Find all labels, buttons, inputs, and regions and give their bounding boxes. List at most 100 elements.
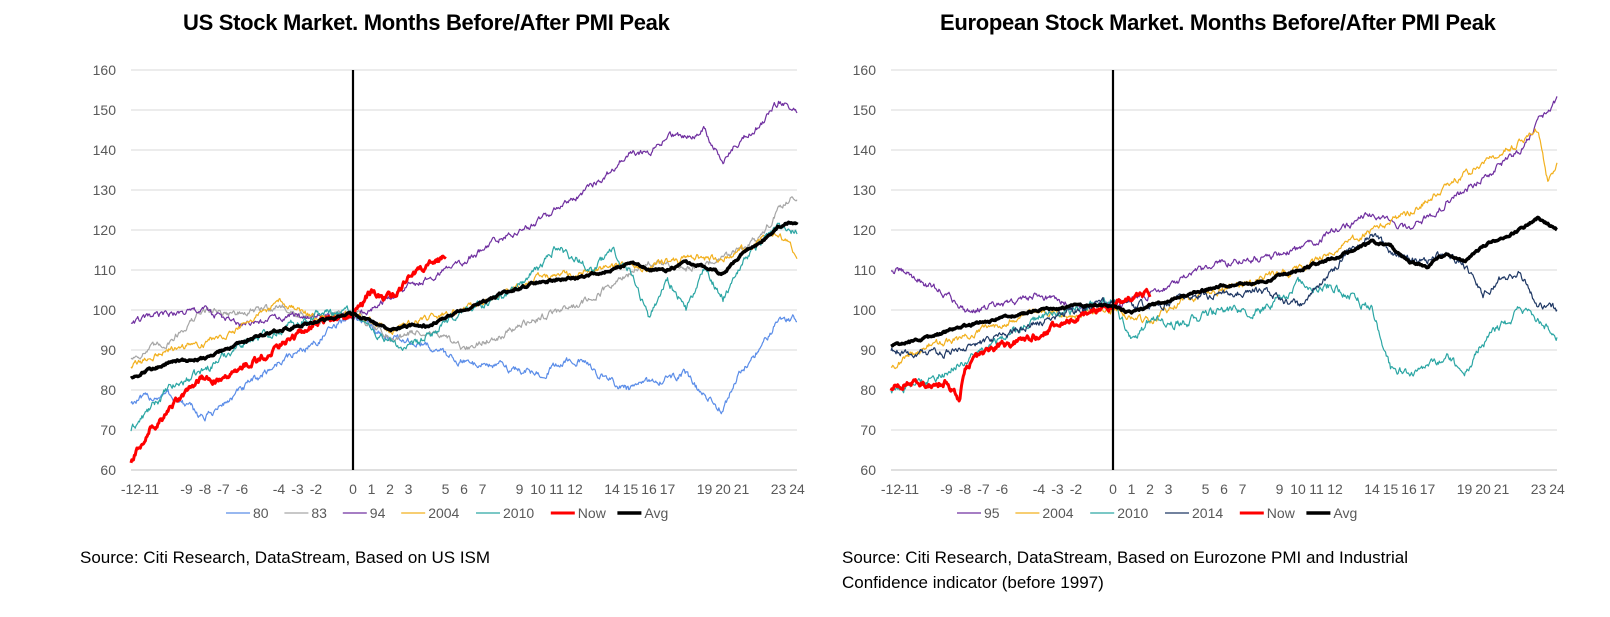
x-tick-label: -6 xyxy=(236,481,249,497)
x-tick-label: 23 xyxy=(771,481,787,497)
legend-label: 94 xyxy=(370,505,386,521)
x-tick-label: -9 xyxy=(940,481,953,497)
source-line-2: Confidence indicator (before 1997) xyxy=(842,573,1104,592)
x-tick-label: -11 xyxy=(900,481,919,497)
y-tick-label: 130 xyxy=(853,182,877,198)
x-tick-label: 12 xyxy=(567,481,583,497)
x-tick-label: -3 xyxy=(291,481,304,497)
x-tick-label: -2 xyxy=(310,481,323,497)
x-tick-label: 0 xyxy=(349,481,357,497)
legend-label: Avg xyxy=(1333,505,1357,521)
eu-chart-panel: European Stock Market. Months Before/Aft… xyxy=(830,0,1610,617)
x-tick-label: 16 xyxy=(1401,481,1417,497)
x-tick-label: 16 xyxy=(641,481,657,497)
y-tick-label: 110 xyxy=(94,262,117,278)
y-tick-label: 100 xyxy=(853,302,877,318)
x-tick-label: 10 xyxy=(1290,481,1306,497)
x-tick-label: 1 xyxy=(1128,481,1136,497)
y-tick-label: 120 xyxy=(853,222,877,238)
y-tick-label: 120 xyxy=(93,222,117,238)
x-tick-label: 2 xyxy=(1146,481,1154,497)
legend-label: 2014 xyxy=(1192,505,1223,521)
x-tick-label: -7 xyxy=(977,481,990,497)
y-tick-label: 100 xyxy=(93,302,117,318)
series-line-2004 xyxy=(890,128,1558,370)
x-tick-label: 20 xyxy=(715,481,731,497)
x-tick-label: 10 xyxy=(530,481,546,497)
x-tick-label: 19 xyxy=(1457,481,1473,497)
series-line-2004 xyxy=(130,232,798,369)
y-tick-label: 80 xyxy=(860,382,876,398)
chart-title: US Stock Market. Months Before/After PMI… xyxy=(183,10,670,35)
series-line-95 xyxy=(890,96,1558,314)
y-tick-label: 140 xyxy=(93,142,117,158)
y-tick-label: 60 xyxy=(860,462,876,478)
legend-label: Now xyxy=(1267,505,1296,521)
legend-label: Now xyxy=(578,505,607,521)
x-tick-label: 3 xyxy=(405,481,413,497)
series-line-now xyxy=(129,254,447,464)
y-tick-label: 130 xyxy=(93,182,117,198)
x-tick-label: 21 xyxy=(734,481,750,497)
x-tick-label: 17 xyxy=(660,481,676,497)
x-tick-label: 19 xyxy=(697,481,713,497)
x-tick-label: 5 xyxy=(1202,481,1210,497)
y-tick-label: 160 xyxy=(93,62,117,78)
x-tick-label: 2 xyxy=(386,481,394,497)
x-tick-label: 23 xyxy=(1531,481,1547,497)
x-tick-label: -12 xyxy=(881,481,901,497)
x-tick-label: 17 xyxy=(1420,481,1436,497)
x-tick-label: 7 xyxy=(1239,481,1247,497)
x-tick-label: -3 xyxy=(1051,481,1064,497)
x-tick-label: 21 xyxy=(1494,481,1510,497)
x-tick-label: 3 xyxy=(1165,481,1173,497)
series-line-2010 xyxy=(890,276,1558,394)
y-tick-label: 110 xyxy=(854,262,877,278)
x-tick-label: -4 xyxy=(273,481,286,497)
x-tick-label: 12 xyxy=(1327,481,1343,497)
y-tick-label: 160 xyxy=(853,62,877,78)
x-tick-label: -7 xyxy=(217,481,230,497)
legend-label: 2010 xyxy=(503,505,534,521)
chart-title: European Stock Market. Months Before/Aft… xyxy=(940,10,1496,35)
series-line-80 xyxy=(130,310,798,422)
x-tick-label: -9 xyxy=(180,481,193,497)
y-tick-label: 70 xyxy=(100,422,116,438)
legend-label: 80 xyxy=(253,505,269,521)
legend-label: Avg xyxy=(644,505,668,521)
x-tick-label: -6 xyxy=(996,481,1009,497)
x-tick-label: 15 xyxy=(1383,481,1399,497)
x-tick-label: 1 xyxy=(368,481,376,497)
y-tick-label: 80 xyxy=(100,382,116,398)
y-tick-label: 60 xyxy=(100,462,116,478)
x-tick-label: -4 xyxy=(1033,481,1046,497)
x-tick-label: 14 xyxy=(604,481,620,497)
x-tick-label: -11 xyxy=(140,481,159,497)
x-tick-label: 6 xyxy=(1220,481,1228,497)
x-tick-label: 24 xyxy=(789,481,805,497)
series-line-83 xyxy=(130,196,798,360)
series-line-2014 xyxy=(890,233,1558,359)
x-tick-label: 0 xyxy=(1109,481,1117,497)
x-tick-label: 15 xyxy=(623,481,639,497)
x-tick-label: 11 xyxy=(549,481,564,497)
legend-label: 2010 xyxy=(1117,505,1148,521)
series-line-94 xyxy=(130,100,798,327)
x-tick-label: 20 xyxy=(1475,481,1491,497)
source-line-1: Source: Citi Research, DataStream, Based… xyxy=(842,548,1409,567)
source-note: Source: Citi Research, DataStream, Based… xyxy=(842,545,1408,595)
y-tick-label: 150 xyxy=(93,102,117,118)
x-tick-label: 5 xyxy=(442,481,450,497)
series-line-avg xyxy=(129,220,799,380)
x-tick-label: 9 xyxy=(516,481,524,497)
x-tick-label: -8 xyxy=(959,481,972,497)
us-chart-panel: US Stock Market. Months Before/After PMI… xyxy=(80,10,805,567)
y-tick-label: 140 xyxy=(853,142,877,158)
legend-label: 2004 xyxy=(1042,505,1073,521)
x-tick-label: 7 xyxy=(479,481,487,497)
legend-label: 2004 xyxy=(428,505,459,521)
x-tick-label: -2 xyxy=(1070,481,1083,497)
x-tick-label: -8 xyxy=(199,481,212,497)
y-tick-label: 150 xyxy=(853,102,877,118)
